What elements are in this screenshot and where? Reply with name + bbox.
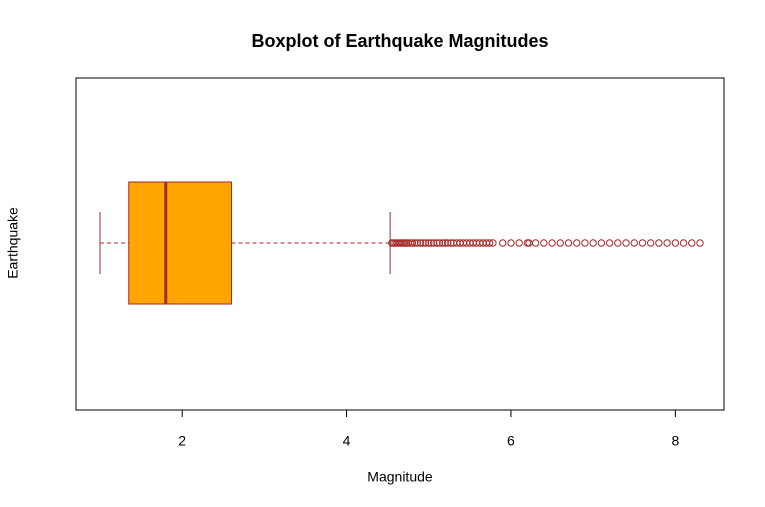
outlier <box>507 239 515 247</box>
outlier <box>581 239 589 247</box>
outlier <box>688 239 696 247</box>
outlier <box>573 239 581 247</box>
plot-frame <box>75 77 725 411</box>
outlier <box>655 239 663 247</box>
outlier <box>419 239 427 247</box>
x-tick-label: 8 <box>671 433 679 449</box>
outlier <box>433 239 441 247</box>
x-tick-label: 2 <box>178 433 186 449</box>
outlier <box>671 239 680 247</box>
outlier <box>416 239 425 247</box>
x-axis-label: Magnitude <box>367 469 433 485</box>
outlier <box>413 239 421 247</box>
outlier <box>630 239 638 247</box>
outlier <box>564 239 573 247</box>
outlier <box>540 239 548 247</box>
outlier <box>421 239 430 247</box>
outlier <box>597 239 606 247</box>
outlier <box>443 239 452 247</box>
outlier <box>499 239 507 247</box>
box <box>128 181 233 305</box>
outlier <box>622 239 630 247</box>
outlier <box>646 239 655 247</box>
outlier <box>531 239 540 247</box>
outlier <box>411 239 419 247</box>
outlier <box>429 239 438 247</box>
chart-title: Boxplot of Earthquake Magnitudes <box>251 31 548 51</box>
outlier <box>614 239 622 247</box>
outlier <box>638 239 647 247</box>
outlier <box>605 239 614 247</box>
outlier <box>439 239 447 247</box>
y-axis-label: Earthquake <box>5 207 21 279</box>
outlier <box>408 239 417 247</box>
outlier <box>425 239 433 247</box>
outlier <box>485 239 494 247</box>
outlier <box>447 239 455 247</box>
x-tick-label: 6 <box>507 433 515 449</box>
outlier <box>515 239 523 247</box>
outlier <box>663 239 671 247</box>
outlier <box>679 239 688 247</box>
outlier <box>427 239 435 247</box>
outlier <box>435 239 444 247</box>
outlier <box>489 239 497 247</box>
x-tick-label: 4 <box>343 433 351 449</box>
outlier <box>441 239 449 247</box>
outlier <box>589 239 597 247</box>
outlier <box>696 239 704 247</box>
outlier <box>548 239 556 247</box>
outlier <box>556 239 564 247</box>
